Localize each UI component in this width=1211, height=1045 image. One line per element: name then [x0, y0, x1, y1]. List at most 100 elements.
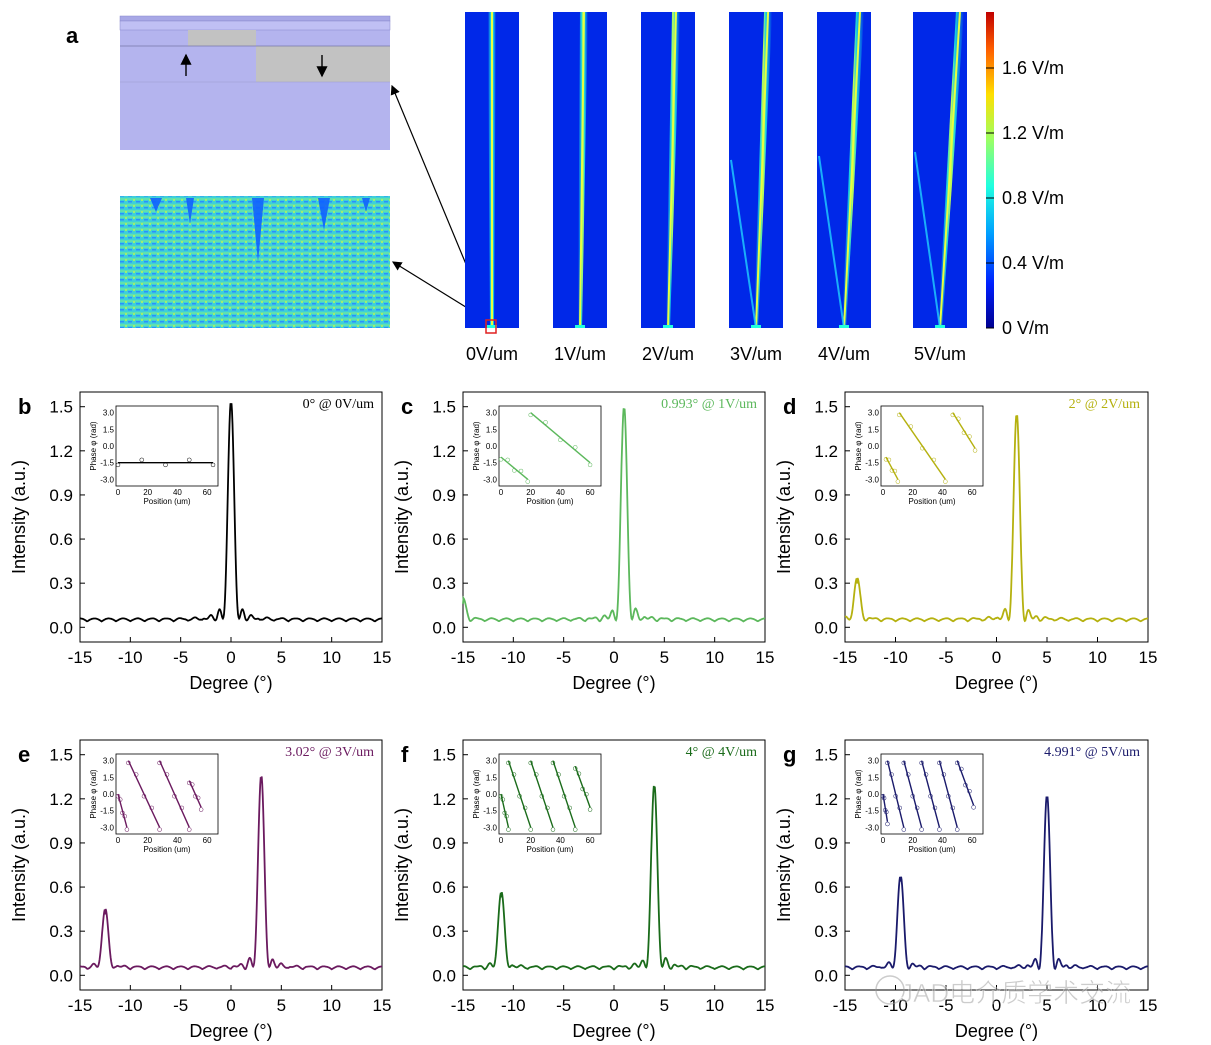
side-lobe: [914, 151, 941, 329]
inset-point: [556, 772, 561, 777]
inset-x-label: Position (um): [143, 845, 190, 854]
x-tick-label: -5: [173, 996, 188, 1015]
inset-point: [149, 805, 155, 811]
x-tick-label: -15: [451, 996, 476, 1015]
inset-point: [572, 766, 578, 771]
inset-point: [885, 821, 890, 827]
chart-e: e -15 -10 -5 0 5 10 15 0.0 0.3 0.6 0.9 1.2 1.5 Degree …: [9, 739, 392, 1041]
intensity-curve: [845, 796, 1148, 971]
inset-point: [967, 788, 972, 794]
field-label: 1V/um: [554, 344, 606, 364]
peak-annotation: 4.991° @ 5V/um: [1044, 745, 1140, 760]
y-tick-label: 1.2: [432, 790, 456, 809]
y-tick-label: 0.9: [432, 834, 456, 853]
inset-point: [959, 766, 964, 772]
inset-point: [901, 760, 907, 766]
x-tick-label: -5: [556, 648, 571, 667]
y-axis-label: Intensity (a.u.): [774, 808, 794, 922]
phase-inset: 0 20 40 60 3.0 1.5 0.0 -1.5 -3.0 Position (um) Pha…: [854, 405, 984, 506]
inset-point: [946, 793, 951, 799]
inset-y-tick: -1.5: [483, 807, 497, 816]
x-tick-label: -5: [938, 648, 953, 667]
inset-y-tick: 3.0: [486, 409, 498, 418]
colorbar-tick: 1.6 V/m: [1002, 58, 1064, 78]
inset-x-tick: 0: [881, 488, 886, 497]
inset-y-tick: 3.0: [103, 757, 115, 766]
y-tick-label: 0.3: [49, 922, 73, 941]
inset-point: [963, 782, 968, 788]
inset-y-tick: 3.0: [868, 757, 880, 766]
inset-x-tick: 40: [938, 488, 947, 497]
inset-point: [187, 827, 192, 832]
inset-x-tick: 0: [499, 836, 504, 845]
inset-y-tick: 1.5: [103, 773, 115, 782]
inset-x-tick: 40: [556, 488, 565, 497]
inset-point: [567, 805, 572, 811]
inset-point: [122, 813, 127, 819]
inset-point: [172, 793, 177, 799]
y-tick-label: 0.3: [814, 574, 838, 593]
inset-y-tick: -3.0: [483, 475, 497, 484]
inset-point: [126, 760, 131, 766]
y-tick-label: 0.6: [814, 530, 838, 549]
inset-x-tick: 20: [143, 488, 152, 497]
inset-point: [961, 430, 967, 435]
inset-point: [517, 793, 522, 799]
x-tick-label: 5: [277, 996, 286, 1015]
inset-point: [950, 412, 956, 418]
far-field-maps: 0V/um 1V/um 2V/um 3V/um 4V/um 5V/um: [465, 11, 967, 364]
inset-y-tick: -1.5: [865, 807, 879, 816]
inset-point: [498, 457, 504, 462]
x-tick-label: -10: [118, 996, 143, 1015]
inset-point: [914, 805, 920, 811]
inset-point: [901, 827, 907, 832]
x-axis-label: Degree (°): [189, 673, 272, 693]
inset-point: [534, 772, 539, 777]
y-tick-label: 1.2: [432, 442, 456, 461]
inset-y-label: Phase φ (rad): [472, 769, 481, 819]
inset-point: [187, 457, 192, 463]
inset-x-tick: 0: [116, 488, 121, 497]
intensity-curve: [80, 403, 382, 623]
inset-point: [956, 416, 961, 422]
y-axis-label: Intensity (a.u.): [392, 808, 412, 922]
inset-y-tick: 1.5: [486, 773, 498, 782]
field-label: 2V/um: [642, 344, 694, 364]
side-lobe: [818, 155, 845, 329]
phase-inset: 0 20 40 60 3.0 1.5 0.0 -1.5 -3.0 Position (um) Pha…: [472, 405, 602, 506]
x-tick-label: 15: [373, 996, 392, 1015]
field-map-2: [641, 11, 695, 329]
y-tick-label: 0.0: [432, 966, 456, 985]
inset-point: [528, 827, 533, 832]
x-axis-label: Degree (°): [955, 673, 1038, 693]
chart-g: g -15 -10 -5 0 5 10 15 0.0 0.3 0.6 0.9 1.2 1.5 Degree …: [774, 739, 1158, 1041]
inset-x-tick: 0: [116, 836, 121, 845]
x-tick-label: -5: [556, 996, 571, 1015]
x-tick-label: -10: [501, 996, 526, 1015]
inset-point: [141, 793, 147, 799]
inset-point: [572, 445, 578, 450]
inset-point: [889, 468, 895, 473]
x-tick-label: 5: [660, 996, 669, 1015]
inset-point: [163, 462, 168, 468]
inset-point: [528, 760, 533, 766]
inset-point: [885, 760, 890, 766]
y-tick-label: 0.3: [432, 574, 456, 593]
inset-y-label: Phase φ (rad): [89, 769, 98, 819]
x-tick-label: -10: [883, 648, 908, 667]
inset-point: [897, 412, 902, 418]
field-label: 4V/um: [818, 344, 870, 364]
x-tick-label: 15: [1139, 996, 1158, 1015]
x-tick-label: 10: [1088, 996, 1107, 1015]
inset-y-tick: -1.5: [483, 459, 497, 468]
inset-point: [910, 793, 915, 799]
inset-point: [928, 793, 933, 799]
inset-y-tick: 3.0: [103, 409, 115, 418]
inset-point: [550, 827, 556, 832]
x-tick-label: 5: [1042, 648, 1051, 667]
panel-label: e: [18, 742, 30, 767]
x-tick-label: -15: [833, 996, 858, 1015]
y-tick-label: 1.5: [432, 398, 456, 417]
colorbar-tick: 0.8 V/m: [1002, 188, 1064, 208]
